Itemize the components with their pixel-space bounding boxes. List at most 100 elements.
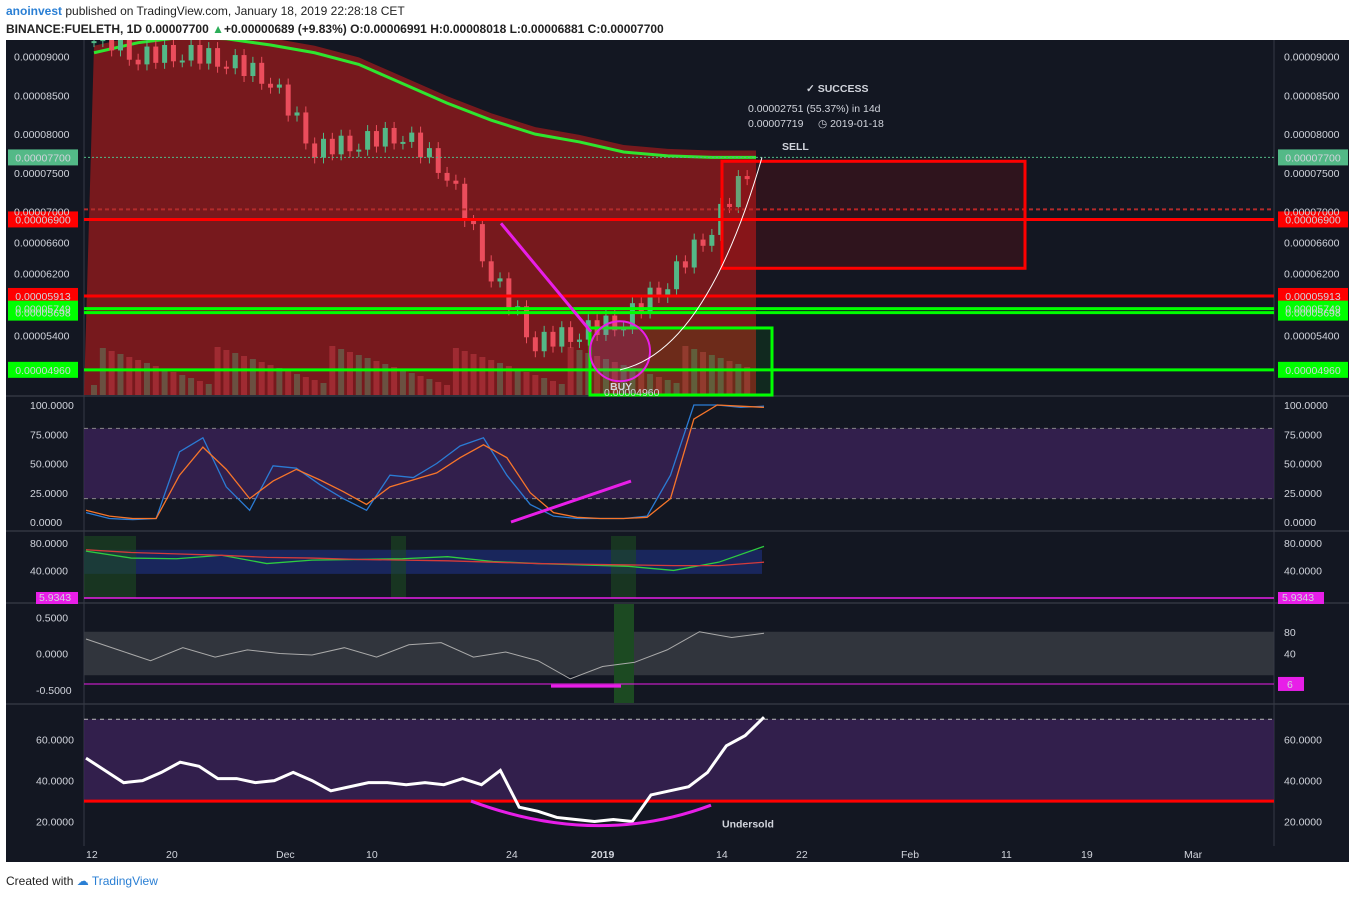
candle-body xyxy=(488,261,494,282)
symbol-label: BINANCE:FUELETH, 1D xyxy=(6,22,143,36)
candle-body xyxy=(91,41,97,44)
volume-bar xyxy=(91,385,97,395)
candle-body xyxy=(303,112,309,144)
footer: Created with ☁ TradingView xyxy=(6,874,158,888)
volume-bar xyxy=(276,368,283,395)
volume-bar xyxy=(108,351,115,395)
candle-body xyxy=(568,327,574,342)
volume-bar xyxy=(717,358,724,395)
right-price-tag-text: 0.00005698 xyxy=(1285,308,1341,320)
volume-bar xyxy=(629,368,636,395)
rsi-tag-left xyxy=(36,592,78,604)
price-tick-left: 0.00007000 xyxy=(14,207,70,219)
rsi-tick-right: 60.0000 xyxy=(1284,735,1322,747)
volume-bar xyxy=(161,369,168,395)
undersold-label: Undersold xyxy=(722,819,774,831)
volume-bar xyxy=(541,378,548,395)
candle-body xyxy=(179,60,185,63)
point-label: 0.00007719 xyxy=(748,118,804,130)
volume-bar xyxy=(585,353,592,395)
candle-body xyxy=(453,180,459,184)
volume-bar xyxy=(505,366,512,395)
right-price-tag xyxy=(1278,304,1348,321)
created-with: Created with xyxy=(6,874,74,888)
volume-bar xyxy=(399,370,406,395)
volume-bar xyxy=(311,380,318,395)
volume-bar xyxy=(452,348,459,395)
panel-separator xyxy=(6,703,1349,705)
osc-highlight xyxy=(614,604,634,703)
buy-box xyxy=(588,326,774,397)
candle-body xyxy=(347,135,353,152)
candle-body xyxy=(338,135,344,155)
rsi-bottom-arc xyxy=(470,799,712,828)
osc-tick-right: 40 xyxy=(1284,649,1296,661)
volume-bar xyxy=(558,384,565,395)
bottom-circle xyxy=(589,320,651,383)
candle-body xyxy=(506,278,512,310)
volume-bar xyxy=(497,363,504,395)
volume-bar xyxy=(302,377,309,395)
chart-frame[interactable]: 0.00007700 0.00007700 0.00006900 0.00006900… xyxy=(6,22,1349,862)
open-value: O:0.00006991 xyxy=(350,22,427,36)
left-price-tag-text: 0.00005749 xyxy=(15,304,71,316)
right-price-tag xyxy=(1278,287,1348,304)
rsi-band-line xyxy=(85,545,765,572)
left-price-tag xyxy=(8,287,78,304)
volume-bar xyxy=(241,356,248,395)
candle-body xyxy=(382,127,388,147)
candle-body xyxy=(497,278,503,282)
candle-body xyxy=(682,261,688,268)
tradingview-logo-icon: ☁ xyxy=(76,874,89,888)
sell-label: SELL xyxy=(782,141,809,153)
candle-body xyxy=(735,176,741,208)
candle-body xyxy=(700,239,706,246)
high-value: H:0.00008018 xyxy=(430,22,507,36)
chart-svg[interactable]: 0.00007700 0.00007700 0.00006900 0.00006900… xyxy=(6,22,1349,862)
measure-label: 0.00002751 (55.37%) in 14d xyxy=(748,103,881,115)
stoch-tick-left: 50.0000 xyxy=(30,459,68,471)
candle-body xyxy=(532,337,538,352)
volume-bar xyxy=(444,385,451,395)
candle-body xyxy=(524,306,530,338)
candle-body xyxy=(126,38,132,60)
author-link[interactable]: anoinvest xyxy=(6,4,63,18)
volume-bar xyxy=(435,382,442,395)
right-price-tag xyxy=(1278,149,1348,166)
right-price-tag-text: 0.00004960 xyxy=(1285,365,1341,377)
volume-bar xyxy=(700,352,707,395)
right-price-tag-text: 0.00007700 xyxy=(1285,152,1341,164)
right-price-tag-text: 0.00005749 xyxy=(1285,304,1341,316)
left-price-tag xyxy=(8,304,78,321)
candle-body xyxy=(100,28,106,42)
volume-bar xyxy=(223,350,230,395)
rsi-band-tick-left: 40.0000 xyxy=(30,565,68,577)
low-value: L:0.00006881 xyxy=(509,22,585,36)
rsi-tick-right: 20.0000 xyxy=(1284,817,1322,829)
candle-body xyxy=(418,132,424,158)
candle-body xyxy=(109,28,115,51)
volume-bar xyxy=(346,352,353,395)
candle-body xyxy=(268,83,274,88)
candle-body xyxy=(285,84,291,116)
candle-body xyxy=(197,45,203,64)
left-price-tag-text: 0.00007700 xyxy=(15,152,71,164)
candle-body xyxy=(294,112,300,116)
candle-body xyxy=(479,224,485,262)
sell-box xyxy=(720,159,1027,270)
volume-bar xyxy=(417,376,424,395)
candle-body xyxy=(232,55,238,69)
tradingview-link[interactable]: TradingView xyxy=(91,874,158,888)
candle-body xyxy=(312,143,318,158)
panel-separator xyxy=(6,530,1349,532)
price-tick-right: 0.00006200 xyxy=(1284,269,1340,281)
volume-bar xyxy=(638,371,645,395)
candle-body xyxy=(250,62,256,77)
candle-body xyxy=(162,45,168,63)
price-tick-left: 0.00008000 xyxy=(14,129,70,141)
volume-bar xyxy=(294,374,301,395)
volume-bar xyxy=(514,369,521,395)
price-tick-right: 0.00009000 xyxy=(1284,52,1340,64)
candle-body xyxy=(647,287,653,313)
osc-tick-left: -0.5000 xyxy=(36,685,72,697)
